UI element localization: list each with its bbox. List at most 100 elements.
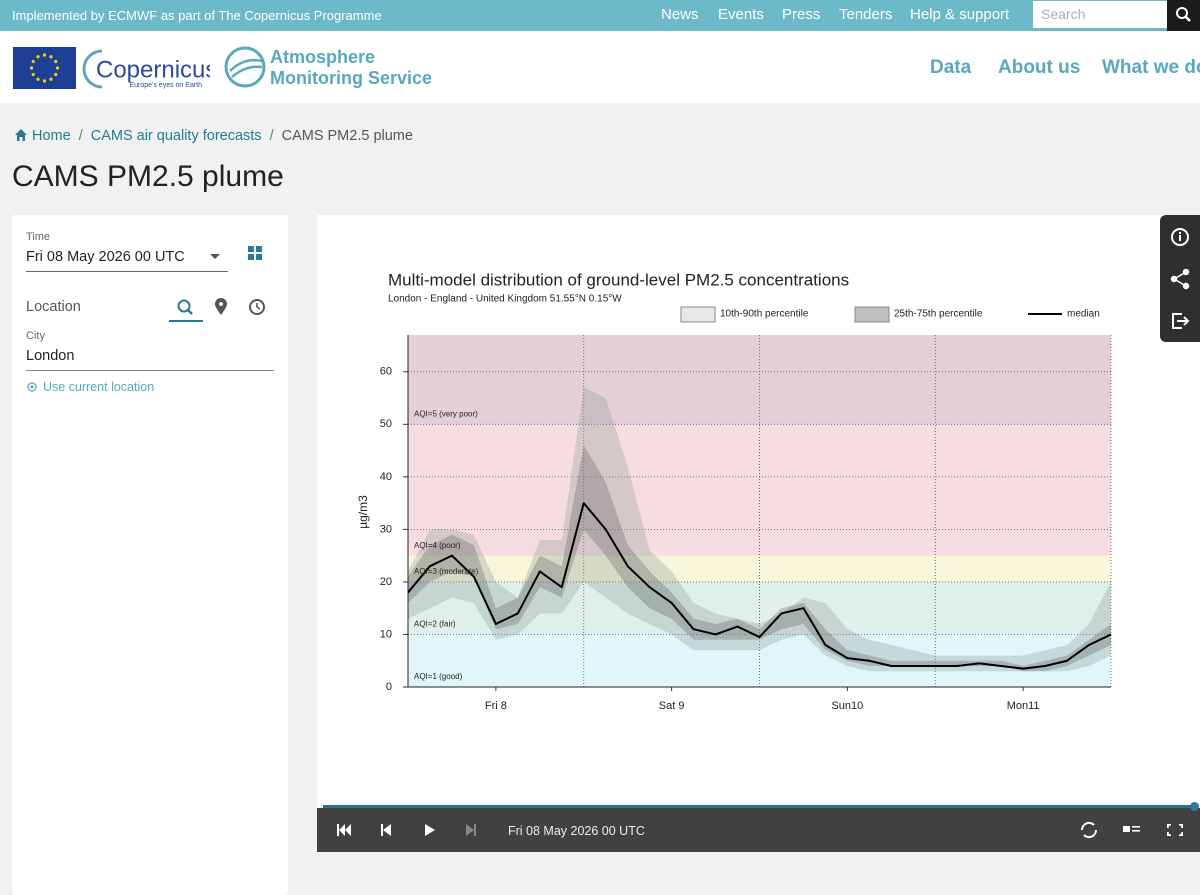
crumb-link[interactable]: CAMS air quality forecasts xyxy=(90,128,262,144)
y-tick-label: 30 xyxy=(380,523,392,535)
progress-handle[interactable] xyxy=(1190,802,1199,811)
chart-subtitle: London - England - United Kingdom 51.55°… xyxy=(388,294,622,305)
first-button[interactable] xyxy=(337,824,351,836)
y-tick-label: 40 xyxy=(380,471,392,483)
service-name: Monitoring Service xyxy=(270,68,433,88)
placeholder: Search xyxy=(1041,6,1086,22)
star xyxy=(42,53,47,57)
legend-button[interactable] xyxy=(1123,826,1140,832)
x-tick-label: Sat 9 xyxy=(659,700,685,712)
aqi-band xyxy=(408,555,1111,582)
star xyxy=(54,59,58,64)
aqi-label: AQI=4 (poor) xyxy=(414,541,461,550)
prev-button[interactable] xyxy=(381,824,391,836)
nav-link[interactable]: Data xyxy=(930,57,972,78)
grid-button[interactable] xyxy=(248,246,262,260)
y-axis-label: µg/m3 xyxy=(356,495,370,529)
section-label: Location xyxy=(26,299,81,315)
dropdown-arrow xyxy=(210,254,220,259)
use-location-link[interactable]: Use current location xyxy=(43,380,155,394)
star xyxy=(55,66,60,70)
copernicus-logo: Copernicus Europe's eyes on Earth xyxy=(82,49,210,89)
search-tab[interactable] xyxy=(169,299,203,322)
side-tools xyxy=(1160,215,1200,342)
underline xyxy=(26,370,274,371)
nav-link[interactable]: Press xyxy=(782,6,821,23)
next-button[interactable] xyxy=(466,824,476,836)
y-tick-label: 50 xyxy=(380,418,392,430)
star xyxy=(36,55,40,59)
crumb-link[interactable]: Home xyxy=(32,128,71,144)
aqi-label: AQI=5 (very poor) xyxy=(414,409,478,418)
percentile-band xyxy=(408,445,1111,672)
logo-tagline: Europe's eyes on Earth xyxy=(129,82,202,89)
breadcrumb: Home / CAMS air quality forecasts / CAMS PM2… xyxy=(14,128,413,144)
info-button[interactable] xyxy=(1171,228,1189,246)
star xyxy=(31,72,35,77)
crumb-current: CAMS PM2.5 plume xyxy=(281,128,413,144)
star xyxy=(49,55,53,59)
legend-label: 25th-75th percentile xyxy=(894,309,983,320)
field-label: City xyxy=(26,330,45,342)
locate-icon xyxy=(27,382,37,392)
nav-link[interactable]: Events xyxy=(718,6,764,23)
aqi-band xyxy=(408,634,1111,687)
city-input[interactable]: London xyxy=(26,348,75,364)
location-tools xyxy=(169,298,265,322)
x-tick-label: Fri 8 xyxy=(485,700,507,712)
legend-swatch xyxy=(854,306,890,323)
sidebar: Time Fri 08 May 2026 00 UTC Location Cit… xyxy=(12,215,288,895)
aqi-label: AQI=2 (fair) xyxy=(414,620,456,629)
play-button[interactable] xyxy=(425,824,435,836)
legend-swatch xyxy=(680,306,716,323)
search-input[interactable]: Search xyxy=(1033,1,1167,28)
x-tick-label: Mon11 xyxy=(1007,700,1040,712)
player-bar: Fri 08 May 2026 00 UTC xyxy=(317,802,1200,852)
aqi-label: AQI=3 (moderate) xyxy=(414,567,479,576)
home-icon xyxy=(15,129,27,141)
share-button[interactable] xyxy=(1170,268,1190,290)
player-time: Fri 08 May 2026 00 UTC xyxy=(508,824,645,838)
chart: Multi-model distribution of ground-level… xyxy=(356,270,1112,712)
time-select[interactable]: Fri 08 May 2026 00 UTC xyxy=(26,249,185,265)
top-bar: Implemented by ECMWF as part of The Cope… xyxy=(0,0,1200,31)
nav-link[interactable]: About us xyxy=(998,57,1081,78)
pin-tab[interactable] xyxy=(215,298,227,315)
star xyxy=(29,66,34,70)
y-tick-label: 20 xyxy=(380,576,392,588)
chart-title: Multi-model distribution of ground-level… xyxy=(388,270,849,289)
aqi-band xyxy=(408,335,1111,425)
fullscreen-button[interactable] xyxy=(1167,824,1183,836)
aqi-band xyxy=(408,424,1111,556)
x-tick-label: Sun10 xyxy=(831,700,863,712)
progress-track xyxy=(323,805,1196,808)
playback-controls xyxy=(337,824,476,836)
percentile-band xyxy=(408,387,1111,672)
header: Copernicus Europe's eyes on Earth Atmosp… xyxy=(0,31,1200,103)
export-button[interactable] xyxy=(1172,313,1190,329)
star xyxy=(31,59,35,64)
nav-link[interactable]: Tenders xyxy=(839,6,893,23)
y-tick-label: 0 xyxy=(386,681,392,693)
history-tab[interactable] xyxy=(249,299,265,315)
star xyxy=(42,79,47,83)
field-label: Time xyxy=(26,231,51,243)
nav-link[interactable]: News xyxy=(661,6,699,23)
underline xyxy=(26,271,228,272)
star xyxy=(54,72,58,77)
service-logo xyxy=(224,46,266,88)
y-tick-label: 60 xyxy=(380,366,392,378)
logo-text: Copernicus xyxy=(96,56,210,83)
service-name: Atmosphere xyxy=(270,47,376,67)
search-button[interactable] xyxy=(1167,0,1200,31)
page-title: CAMS PM2.5 plume xyxy=(12,160,284,193)
loop-button[interactable] xyxy=(1080,821,1098,839)
eu-flag xyxy=(13,47,76,89)
nav-link[interactable]: What we do xyxy=(1102,57,1200,78)
aqi-label: AQI=1 (good) xyxy=(414,672,463,681)
star xyxy=(36,77,40,81)
nav-link[interactable]: Help & support xyxy=(910,6,1010,23)
legend-label: median xyxy=(1067,309,1100,320)
median-line xyxy=(407,502,1112,670)
